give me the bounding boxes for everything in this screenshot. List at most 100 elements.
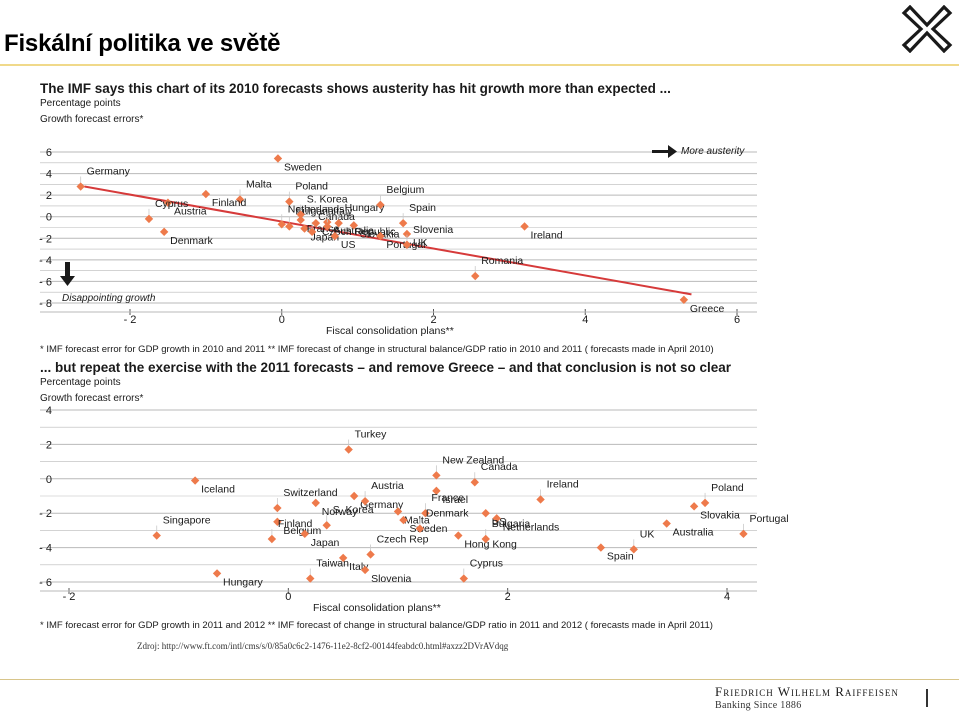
point-marker	[152, 531, 161, 540]
y-tick-label: 0	[46, 474, 52, 486]
point-marker	[399, 515, 408, 525]
chart-2-y-ticks: 4 2 0 - 2 - 4 - 6	[39, 405, 52, 589]
point-marker	[700, 498, 710, 508]
chart-2-ylabel: Growth forecast errors*	[40, 393, 143, 404]
data-point-spain: Spain	[398, 202, 436, 228]
data-point-hungary: Hungary	[334, 202, 385, 228]
point-label: Slovenia	[413, 224, 453, 236]
point-label: Malta	[246, 178, 272, 190]
point-label: Turkey	[355, 429, 387, 441]
point-label: UK	[413, 237, 428, 249]
chart-1-footnote: * IMF forecast error for GDP growth in 2…	[40, 344, 714, 355]
data-point-czech-rep: Czech Rep	[366, 533, 429, 559]
point-marker	[334, 218, 343, 228]
point-label: Romania	[481, 255, 523, 267]
data-point-hong-kong: Hong Kong	[454, 531, 517, 551]
point-label: Finland	[278, 518, 313, 530]
point-marker	[296, 210, 305, 219]
data-point-denmark: Denmark	[159, 227, 213, 247]
point-label: Belgium	[283, 525, 321, 537]
point-marker	[349, 221, 359, 230]
point-marker	[421, 509, 430, 518]
data-point-austria: Austria	[163, 198, 207, 218]
y-tick-label: - 6	[39, 276, 52, 288]
y-tick-label: - 2	[39, 233, 52, 245]
point-marker	[366, 550, 375, 559]
x-tick-label: - 2	[124, 314, 137, 326]
point-label: Hungary	[223, 576, 263, 588]
point-label: Poland	[711, 482, 744, 494]
point-marker	[662, 519, 671, 528]
point-label: New Zealand	[442, 454, 504, 466]
data-point-ireland: Ireland	[520, 222, 563, 241]
point-label: Finland	[212, 197, 247, 209]
data-point-new-zealand: New Zealand	[432, 454, 504, 480]
point-marker	[235, 195, 245, 204]
point-label: Bulgaria	[492, 518, 531, 530]
data-point-belgium: Belgium	[376, 184, 425, 210]
point-label: Norway	[322, 506, 358, 518]
y-tick-label: 0	[46, 212, 52, 224]
point-marker	[349, 491, 359, 501]
arrow-down-icon	[60, 262, 75, 286]
chart-1-title: The IMF says this chart of its 2010 fore…	[40, 81, 671, 96]
data-point-belgium: Belgium	[273, 517, 322, 537]
x-tick-label: 6	[734, 314, 740, 326]
data-point-s-korea: S. Korea	[296, 194, 348, 219]
data-point-finland: Finland	[267, 518, 313, 544]
data-point-netherlands: Netherlands	[492, 514, 559, 533]
point-label: Ireland	[531, 229, 563, 241]
x-tick-label: 4	[724, 591, 730, 603]
x-tick-label: 4	[582, 314, 588, 326]
x-tick-label: 0	[279, 314, 285, 326]
point-marker	[76, 182, 85, 191]
data-point-bulgaria: Bulgaria	[481, 518, 531, 544]
point-marker	[300, 224, 309, 233]
data-point-canada: Canada	[470, 461, 518, 487]
point-marker	[330, 231, 340, 241]
point-label: Hungary	[345, 202, 385, 214]
chart-2-points: Turkey Iceland New Zealand Israel Canada Germ…	[152, 429, 789, 588]
x-tick-label: 2	[430, 314, 436, 326]
point-marker	[432, 486, 441, 496]
brand-separator	[926, 689, 928, 707]
data-point-iceland: Iceland	[190, 476, 235, 496]
point-label: Australia	[333, 225, 374, 237]
point-marker	[311, 218, 321, 228]
point-label: Germany	[360, 499, 404, 511]
point-label: Australia	[673, 527, 714, 539]
point-label: Singapore	[163, 515, 211, 527]
point-marker	[344, 445, 353, 454]
data-point-spain: Spain	[596, 543, 634, 563]
data-point-romania: Romania	[471, 255, 523, 281]
data-point-ireland: Ireland	[536, 478, 579, 504]
point-label: S. Korea	[307, 194, 348, 206]
point-label: Austria	[371, 480, 404, 492]
footer-divider	[0, 679, 959, 680]
data-point-slovenia: Slovenia	[402, 224, 453, 249]
data-point-greece: Greece	[679, 295, 724, 315]
point-marker	[398, 218, 408, 228]
point-label: France	[431, 492, 464, 504]
point-marker	[322, 521, 331, 530]
point-label: Japan	[311, 537, 340, 549]
data-point-cyprus: Cyprus	[144, 198, 188, 224]
point-label: Cyprus	[470, 558, 503, 570]
data-point-singapore: Singapore	[152, 515, 211, 540]
disappointing-growth-annotation: Disappointing growth	[60, 262, 156, 304]
data-point-czech-republic: Czech Republic	[311, 218, 395, 238]
y-tick-label: 2	[46, 190, 52, 202]
x-tick-label: 2	[505, 591, 511, 603]
disappointing-growth-label: Disappointing growth	[62, 293, 156, 304]
chart-1-xlabel: Fiscal consolidation plans**	[326, 325, 454, 337]
data-point-uk: UK	[402, 229, 428, 249]
point-marker	[159, 227, 169, 237]
point-label: Austria	[174, 206, 207, 218]
point-marker	[679, 295, 689, 304]
data-point-japan: Japan	[300, 224, 339, 244]
data-point-us: US	[330, 231, 355, 251]
point-label: Iceland	[201, 484, 235, 496]
point-marker	[267, 534, 277, 544]
data-point-slovenia: Slovenia	[360, 565, 412, 585]
chart-2-xlabel: Fiscal consolidation plans**	[313, 602, 441, 614]
